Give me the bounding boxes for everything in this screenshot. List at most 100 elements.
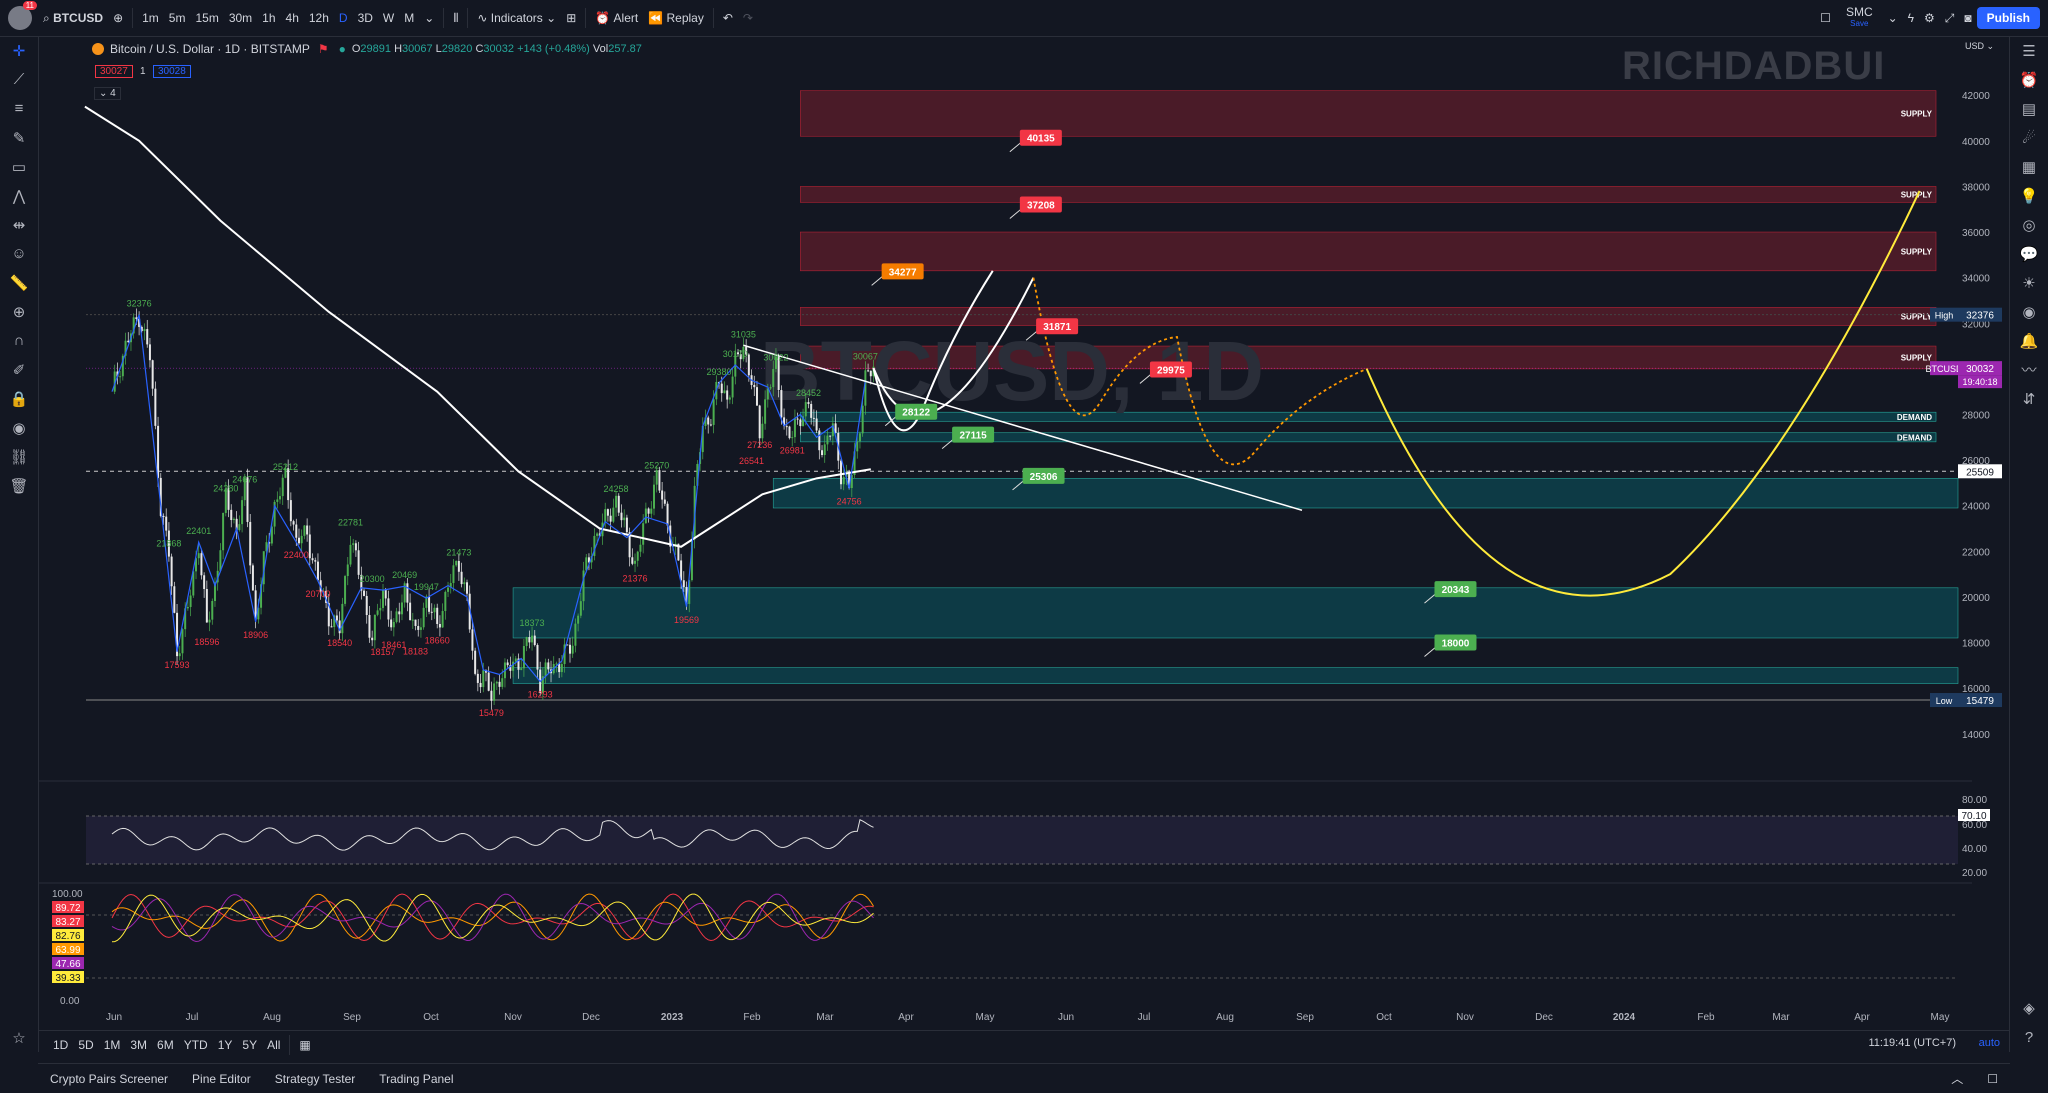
star-icon[interactable]: ☆: [12, 1029, 26, 1047]
flag-icon[interactable]: ⚑: [317, 42, 329, 56]
currency-label[interactable]: USD ⌄: [1965, 41, 1995, 51]
candle-body: [148, 344, 151, 361]
bulb-icon[interactable]: ☀: [2022, 274, 2036, 292]
link-icon[interactable]: ⛓: [9, 448, 29, 466]
data-window-icon[interactable]: ▤: [2021, 100, 2037, 118]
interval-1h[interactable]: 1h: [262, 11, 276, 25]
indicators-button[interactable]: ∿ Indicators ⌄: [472, 0, 561, 36]
templates-button[interactable]: ⊞: [561, 0, 581, 36]
bid-price[interactable]: 30027: [95, 65, 133, 78]
hotlist-icon[interactable]: ☄: [2022, 129, 2036, 147]
candle-body: [463, 582, 466, 585]
forecast-icon[interactable]: ⇹: [12, 216, 26, 234]
interval-dropdown[interactable]: ⌄: [419, 0, 439, 36]
range-1d[interactable]: 1D: [53, 1038, 69, 1052]
interval-1m[interactable]: 1m: [142, 11, 159, 25]
order-book-icon[interactable]: ⇵: [2022, 390, 2036, 408]
range-5d[interactable]: 5D: [78, 1038, 94, 1052]
supply-zone: [800, 231, 1937, 272]
fullscreen-button[interactable]: ⤢: [1940, 0, 1960, 36]
clock[interactable]: 11:19:41 (UTC+7): [1868, 1037, 1956, 1049]
broadcast-icon[interactable]: ◉: [2022, 303, 2036, 321]
chart-type-button[interactable]: ⫴: [448, 0, 463, 36]
chat-icon[interactable]: 💬: [2019, 245, 2039, 263]
indicators-collapse[interactable]: ⌄ 4: [94, 87, 121, 100]
layout-menu[interactable]: SMC Save: [1836, 0, 1883, 36]
panel-tab-pine-editor[interactable]: Pine Editor: [192, 1071, 251, 1086]
ask-price[interactable]: 30028: [153, 65, 191, 78]
candle-body: [308, 534, 311, 559]
fullscreen-toggle[interactable]: ☐: [1815, 0, 1836, 36]
stoch-line: [111, 893, 874, 942]
quick-search-button[interactable]: ϟ: [1903, 0, 1919, 36]
brush-icon[interactable]: ✎: [12, 129, 26, 147]
range-ytd[interactable]: YTD: [183, 1038, 208, 1052]
candle-body: [696, 463, 699, 486]
interval-4h[interactable]: 4h: [285, 11, 299, 25]
candle-body: [330, 626, 333, 628]
range-1m[interactable]: 1M: [103, 1038, 121, 1052]
pattern-icon[interactable]: ⋀: [12, 187, 26, 205]
interval-M[interactable]: M: [404, 11, 415, 25]
range-all[interactable]: All: [267, 1038, 281, 1052]
streams-icon[interactable]: ◎: [2022, 216, 2036, 234]
compare-button[interactable]: ⊕: [108, 0, 128, 36]
goto-date-button[interactable]: ▦: [294, 1031, 315, 1059]
ideas-icon[interactable]: 💡: [2019, 187, 2039, 205]
replay-button[interactable]: ⏪ Replay: [643, 0, 709, 36]
symbol-search[interactable]: ⌕ BTCUSD: [38, 0, 108, 36]
maximize-panel-button[interactable]: ☐: [1975, 1064, 2010, 1093]
auto-scale-toggle[interactable]: auto: [1978, 1037, 2000, 1049]
alarm-icon[interactable]: ⏰: [2019, 71, 2039, 89]
stoch-value-box: [52, 971, 84, 983]
trend-line-icon[interactable]: ⟋: [13, 71, 25, 88]
layout-dropdown[interactable]: ⌄: [1883, 0, 1903, 36]
wave-icon[interactable]: 〰: [2021, 362, 2037, 379]
time-tick: Feb: [743, 1012, 761, 1023]
rectangle-icon[interactable]: ▭: [11, 158, 27, 176]
range-3m[interactable]: 3M: [130, 1038, 148, 1052]
interval-12h[interactable]: 12h: [308, 11, 329, 25]
settings-button[interactable]: ⚙: [1919, 0, 1940, 36]
interval-30m[interactable]: 30m: [228, 11, 253, 25]
panel-tab-crypto-pairs-screener[interactable]: Crypto Pairs Screener: [50, 1071, 169, 1086]
crosshair-icon[interactable]: ✛: [12, 42, 26, 60]
lock-icon[interactable]: 🔒: [9, 390, 29, 408]
interval-15m[interactable]: 15m: [195, 11, 219, 25]
snapshot-button[interactable]: ◙: [1959, 0, 1976, 36]
interval-D[interactable]: D: [338, 11, 348, 25]
layers-icon[interactable]: ◈: [2023, 999, 2035, 1017]
range-1y[interactable]: 1Y: [217, 1038, 233, 1052]
alert-button[interactable]: ⏰ Alert: [590, 0, 643, 36]
interval-5m[interactable]: 5m: [168, 11, 186, 25]
panel-tab-trading-panel[interactable]: Trading Panel: [379, 1071, 454, 1086]
panel-tab-strategy-tester[interactable]: Strategy Tester: [274, 1071, 356, 1086]
trash-icon[interactable]: 🗑: [9, 477, 29, 495]
ruler-icon[interactable]: 📏: [9, 274, 29, 292]
calendar-icon[interactable]: ▦: [2021, 158, 2037, 176]
interval-3D[interactable]: 3D: [357, 11, 373, 25]
range-5y[interactable]: 5Y: [242, 1038, 258, 1052]
price-tick: 36000: [1962, 228, 1990, 239]
undo-button[interactable]: ↶: [718, 0, 738, 36]
magnet-icon[interactable]: ∩: [13, 332, 25, 349]
emoji-icon[interactable]: ☺: [11, 245, 27, 262]
publish-button[interactable]: Publish: [1976, 7, 2040, 29]
collapse-panel-button[interactable]: ︿: [1939, 1064, 1975, 1093]
help-icon[interactable]: ?: [2024, 1029, 2034, 1046]
eye-icon[interactable]: ◉: [12, 419, 26, 437]
pencil-lock-icon[interactable]: ✐: [12, 361, 26, 379]
fib-icon[interactable]: ≡: [14, 100, 24, 117]
candle-body: [281, 477, 284, 497]
zoom-icon[interactable]: ⊕: [12, 303, 26, 321]
bell-icon[interactable]: 🔔: [2019, 332, 2039, 350]
gear-icon: ⚙: [1924, 11, 1935, 25]
interval-W[interactable]: W: [382, 11, 395, 25]
dotted-projection: [1032, 277, 1368, 466]
range-6m[interactable]: 6M: [157, 1038, 174, 1052]
watchlist-icon[interactable]: ☰: [2022, 42, 2036, 60]
avatar[interactable]: 11: [8, 1, 37, 30]
redo-button[interactable]: ↷: [738, 0, 758, 36]
price-chart[interactable]: SUPPLYSUPPLYSUPPLYSUPPLYSUPPLYDEMANDDEMA…: [38, 36, 2010, 1030]
